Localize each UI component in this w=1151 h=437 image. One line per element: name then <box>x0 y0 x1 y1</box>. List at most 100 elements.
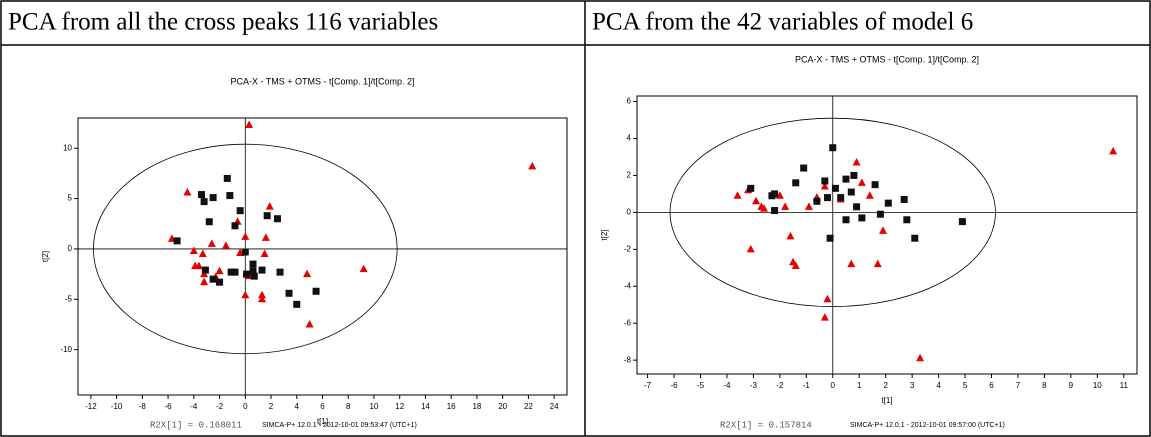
triangle-point <box>183 188 192 196</box>
y-tick-label: -10 <box>60 345 72 354</box>
square-point <box>250 272 258 280</box>
x-tick-label: 4 <box>295 402 300 411</box>
square-point <box>837 194 845 202</box>
x-axis-label: t[1] <box>317 417 328 426</box>
x-tick-label: 8 <box>346 402 351 411</box>
square-point <box>792 179 800 187</box>
x-tick-label: 14 <box>421 402 430 411</box>
chart-title: PCA-X - TMS + OTMS - t[Comp. 1]/t[Comp. … <box>230 76 414 86</box>
header-cell: PCA from the 42 variables of model 6 <box>592 9 973 36</box>
triangle-point <box>879 226 888 234</box>
triangle-point <box>781 202 790 210</box>
y-tick-label: 0 <box>68 244 73 253</box>
triangle-point <box>241 290 250 299</box>
square-point <box>205 218 213 226</box>
x-tick-label: -6 <box>670 381 678 390</box>
software-stamp: SIMCA-P+ 12.0.1 - 2012-10-01 09:53:47 (U… <box>262 422 417 429</box>
square-point <box>884 199 892 207</box>
square-point <box>293 300 301 308</box>
triangle-point <box>820 182 829 190</box>
square-point <box>263 212 271 220</box>
x-tick-label: 0 <box>243 402 248 411</box>
square-point <box>847 188 855 196</box>
y-tick-label: -8 <box>624 355 632 364</box>
square-point <box>198 191 206 199</box>
triangle-point <box>752 196 761 205</box>
y-axis-label: t[2] <box>600 229 609 240</box>
square-point <box>831 184 839 192</box>
x-tick-label: -7 <box>644 381 652 390</box>
x-tick-label: -10 <box>111 402 123 411</box>
triangle-point <box>245 120 254 129</box>
triangle-point <box>786 231 795 240</box>
square-point <box>903 216 911 224</box>
triangle-point <box>194 261 203 270</box>
triangle-point <box>265 202 274 210</box>
triangle-point <box>865 191 874 199</box>
y-tick-label: 4 <box>627 134 632 143</box>
square-point <box>226 192 234 200</box>
x-tick-label: 18 <box>472 402 481 411</box>
square-point <box>829 144 837 152</box>
x-tick-label: 10 <box>1093 381 1102 390</box>
triangle-point <box>241 232 250 240</box>
r2x-annotation: R2X[1] = 0.157814 <box>720 420 812 430</box>
x-tick-label: -1 <box>803 381 811 390</box>
x-tick-label: 2 <box>269 402 274 411</box>
x-tick-label: 6 <box>320 402 325 411</box>
triangle-point <box>200 277 209 286</box>
triangle-point <box>260 249 269 257</box>
triangle-point <box>261 233 270 241</box>
square-point <box>258 266 266 274</box>
square-point <box>223 174 231 182</box>
plot-frame <box>636 95 1138 375</box>
x-tick-label: -8 <box>139 402 147 411</box>
x-tick-label: 10 <box>370 402 379 411</box>
x-tick-label: -4 <box>190 402 198 411</box>
square-point <box>249 267 257 275</box>
square-point <box>209 275 217 283</box>
square-point <box>853 203 861 211</box>
triangle-point <box>823 294 832 303</box>
x-tick-label: 2 <box>883 381 888 390</box>
x-tick-label: -12 <box>85 402 97 411</box>
x-tick-label: 20 <box>498 402 507 411</box>
square-point <box>201 266 209 274</box>
square-point <box>800 164 808 172</box>
y-tick-label: 6 <box>627 97 632 106</box>
x-tick-label: 12 <box>395 402 404 411</box>
square-point <box>747 184 755 192</box>
triangle-point <box>258 290 267 299</box>
x-tick-label: -2 <box>776 381 784 390</box>
y-tick-label: -4 <box>624 281 632 290</box>
plot-frame <box>77 117 568 396</box>
square-point <box>858 214 866 222</box>
square-point <box>216 278 224 286</box>
square-point <box>231 268 239 276</box>
x-tick-label: 11 <box>1120 381 1129 390</box>
triangle-point <box>746 244 755 253</box>
triangle-point <box>1109 146 1118 155</box>
square-point <box>273 215 281 223</box>
x-tick-label: 5 <box>963 381 968 390</box>
square-point <box>826 234 834 242</box>
square-point <box>227 268 235 276</box>
x-tick-label: 22 <box>524 402 533 411</box>
triangle-point <box>820 313 829 321</box>
software-stamp: SIMCA-P+ 12.0.1 - 2012-10-01 09:57:00 (U… <box>850 422 1005 429</box>
square-point <box>209 194 217 202</box>
y-tick-label: -6 <box>624 318 632 327</box>
x-tick-label: -2 <box>216 402 224 411</box>
triangle-point <box>198 249 207 257</box>
triangle-point <box>189 246 198 254</box>
y-tick-label: 10 <box>63 143 72 152</box>
square-point <box>876 210 884 218</box>
square-point <box>813 197 821 205</box>
x-tick-label: -3 <box>750 381 758 390</box>
x-tick-label: 4 <box>936 381 941 390</box>
x-tick-label: 16 <box>447 402 456 411</box>
square-point <box>231 222 239 230</box>
square-point <box>768 192 776 200</box>
square-point <box>241 248 249 256</box>
